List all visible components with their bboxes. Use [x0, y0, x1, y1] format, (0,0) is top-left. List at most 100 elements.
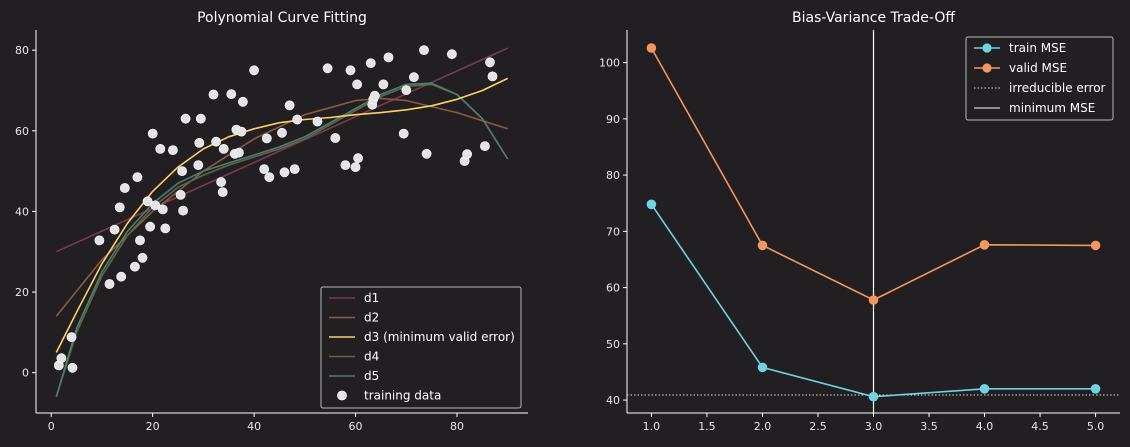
training-data-point — [259, 164, 270, 174]
left-chart-y-tick-label: 0 — [22, 367, 29, 380]
training-data-point — [369, 90, 380, 101]
training-data-point — [330, 133, 341, 143]
training-data-point — [195, 113, 206, 124]
right-chart-x-tick-label: 5.0 — [1087, 420, 1105, 433]
valid-mse-point — [646, 43, 657, 53]
right-chart-y-tick-label: 90 — [606, 113, 620, 126]
legend-label-d2: d2 — [364, 311, 379, 325]
training-data-point — [292, 114, 303, 125]
training-data-point — [485, 57, 495, 68]
train-mse-point — [646, 199, 657, 210]
training-data-point — [167, 145, 178, 155]
training-data-point — [345, 65, 356, 76]
train-mse-point — [979, 384, 990, 394]
training-data-point — [277, 127, 287, 138]
valid-mse-point — [1090, 240, 1101, 251]
training-data-point — [236, 126, 247, 137]
training-data-point — [401, 85, 412, 95]
left-chart-x-tick-label: 40 — [247, 420, 261, 433]
right-chart-x-tick-label: 2.5 — [809, 420, 827, 433]
left-chart-x-tick-label: 60 — [349, 420, 363, 433]
left-chart-y-tick-label: 40 — [15, 205, 29, 218]
training-data-point — [129, 261, 140, 272]
training-data-point — [408, 72, 419, 83]
series-line-d2 — [55, 97, 508, 317]
right-chart-x-tick-label: 4.0 — [976, 420, 994, 433]
training-data-point — [135, 235, 145, 246]
training-data-point — [378, 79, 389, 90]
training-data-point — [226, 89, 237, 99]
training-data-point — [479, 141, 490, 151]
training-data-point — [104, 279, 115, 289]
training-data-point — [177, 166, 187, 176]
training-data-point — [147, 128, 158, 139]
training-data-point — [350, 162, 361, 172]
training-data-point — [218, 143, 229, 154]
training-data-point — [132, 172, 143, 183]
training-data-point — [119, 183, 130, 193]
training-data-point — [217, 187, 228, 197]
training-data-point — [216, 177, 226, 187]
training-data-point — [193, 160, 204, 170]
training-data-point — [180, 113, 191, 124]
training-data-point — [365, 58, 376, 68]
legend-label-train: train MSE — [1009, 41, 1066, 55]
left-chart-x-tick-label: 0 — [48, 420, 55, 433]
train-mse-point — [1090, 384, 1101, 394]
right-chart-y-tick-label: 100 — [599, 57, 620, 70]
training-data-point — [67, 362, 78, 373]
training-data-point — [211, 136, 221, 147]
series-line-d1 — [55, 47, 509, 253]
training-data-point — [340, 160, 351, 170]
training-data-point — [279, 167, 290, 178]
training-data-point — [419, 45, 429, 56]
legend-label-d1: d1 — [364, 291, 379, 305]
training-data-point — [66, 332, 77, 343]
legend-label-minimum: minimum MSE — [1009, 101, 1095, 115]
right-chart-x-tick-label: 2.0 — [754, 420, 772, 433]
left-chart-title: Polynomial Curve Fitting — [197, 10, 367, 26]
training-data-point — [142, 196, 153, 207]
legend-label-valid: valid MSE — [1009, 61, 1067, 75]
training-data-point — [249, 65, 259, 76]
training-data-point — [150, 200, 161, 211]
left-chart-y-tick-label: 20 — [15, 286, 29, 299]
legend-swatch-training-data — [337, 390, 347, 401]
training-data-point — [462, 149, 472, 160]
training-data-point — [155, 143, 166, 154]
training-data-point — [421, 148, 432, 159]
legend-label-d4: d4 — [364, 350, 379, 364]
right-chart-title: Bias-Variance Trade-Off — [792, 10, 955, 26]
training-data-point — [237, 96, 248, 107]
right-chart-x-tick-label: 1.0 — [643, 420, 661, 433]
legend-label-training-data: training data — [364, 389, 441, 403]
right-chart-y-tick-label: 40 — [606, 394, 620, 407]
training-data-point — [284, 100, 295, 111]
left-chart-y-tick-label: 60 — [15, 125, 29, 138]
right-chart-x-tick-label: 4.5 — [1031, 420, 1049, 433]
right-chart-x-tick-label: 3.0 — [865, 420, 883, 433]
training-data-point — [208, 89, 219, 100]
series-line-d4 — [55, 83, 509, 398]
training-data-point — [56, 353, 67, 364]
training-data-point — [157, 204, 168, 215]
training-data-point — [352, 79, 362, 90]
training-data-point — [353, 153, 363, 164]
training-data-point — [175, 189, 186, 200]
right-chart-x-tick-label: 3.5 — [920, 420, 938, 433]
training-data-point — [264, 172, 275, 183]
training-data-point — [145, 221, 155, 232]
training-data-point — [137, 252, 148, 263]
legend-marker-train — [982, 43, 992, 53]
train-mse-point — [757, 362, 768, 373]
training-data-point — [178, 205, 188, 216]
legend-label-irreducible: irreducible error — [1009, 81, 1106, 95]
valid-mse-point — [868, 295, 879, 305]
training-data-point — [322, 63, 333, 74]
legend-label-d3: d3 (minimum valid error) — [364, 330, 515, 344]
series-line-d5 — [55, 82, 509, 398]
valid-mse-point — [979, 240, 990, 250]
training-data-point — [261, 133, 272, 144]
